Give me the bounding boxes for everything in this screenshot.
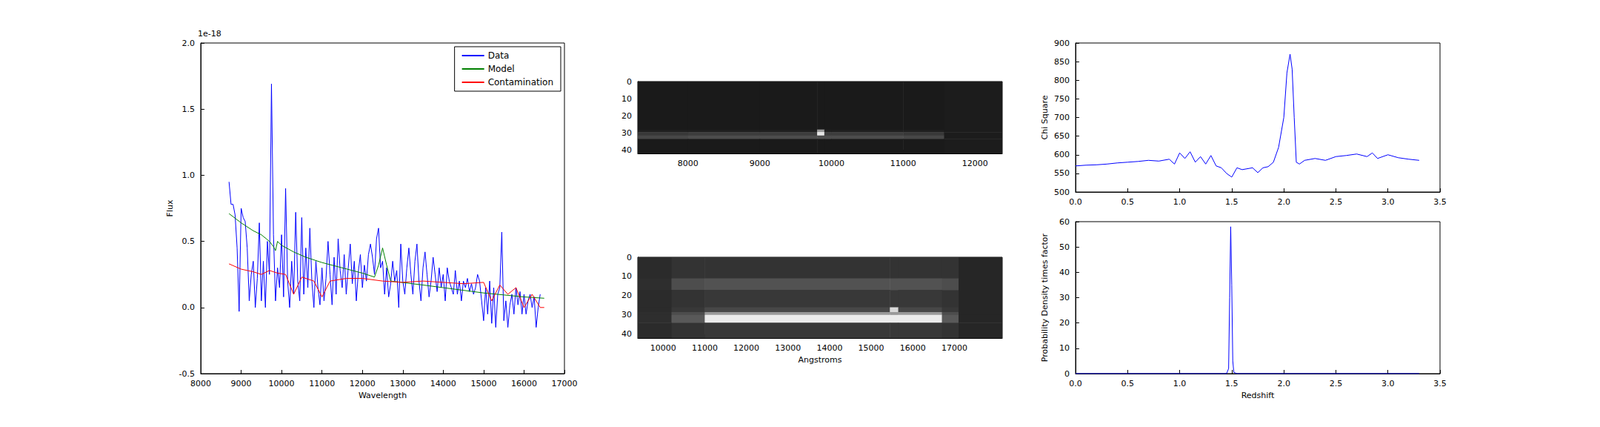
svg-text:600: 600 [1054,149,1070,160]
svg-text:2.5: 2.5 [1329,197,1343,207]
svg-text:0.5: 0.5 [1121,378,1135,389]
svg-text:2.0: 2.0 [1277,378,1291,389]
svg-text:11000: 11000 [890,158,917,169]
svg-text:3.5: 3.5 [1433,378,1447,389]
svg-text:9000: 9000 [231,378,252,389]
svg-text:8000: 8000 [677,158,699,169]
svg-text:1.5: 1.5 [182,104,196,115]
svg-text:10: 10 [621,271,632,281]
svg-text:1.0: 1.0 [1173,197,1187,207]
svg-text:12000: 12000 [733,342,760,353]
svg-text:-0.5: -0.5 [179,368,195,379]
svg-text:10000: 10000 [268,378,295,389]
svg-text:Model: Model [488,63,515,75]
svg-text:2.0: 2.0 [1277,197,1291,207]
svg-text:Data: Data [488,50,510,61]
svg-text:50: 50 [1059,242,1070,252]
svg-text:0.5: 0.5 [1121,197,1135,207]
svg-text:30: 30 [621,309,632,320]
svg-text:1.5: 1.5 [1225,378,1239,389]
svg-text:10: 10 [621,94,632,104]
svg-text:900: 900 [1054,38,1070,49]
svg-text:12000: 12000 [962,158,989,169]
svg-text:13000: 13000 [389,378,416,389]
svg-text:2.0: 2.0 [182,38,196,49]
svg-text:0: 0 [626,252,632,263]
svg-text:30: 30 [1059,292,1070,303]
svg-text:17000: 17000 [551,378,578,389]
svg-text:60: 60 [1059,217,1070,227]
svg-text:15000: 15000 [858,342,885,353]
svg-text:10000: 10000 [650,342,677,353]
svg-text:20: 20 [621,111,632,121]
svg-text:14000: 14000 [816,342,843,353]
svg-text:11000: 11000 [308,378,335,389]
svg-text:10000: 10000 [818,158,845,169]
svg-text:1.0: 1.0 [1173,378,1187,389]
svg-text:0.0: 0.0 [1068,197,1083,207]
svg-text:850: 850 [1054,57,1070,67]
svg-text:700: 700 [1054,112,1070,123]
svg-text:40: 40 [1059,267,1070,278]
svg-text:Probability Density times fact: Probability Density times factor [1040,232,1050,362]
svg-text:14000: 14000 [430,378,457,389]
svg-text:13000: 13000 [774,342,801,353]
svg-text:500: 500 [1054,187,1070,198]
svg-text:800: 800 [1054,75,1070,86]
svg-text:8000: 8000 [190,378,212,389]
svg-text:1.0: 1.0 [182,170,196,180]
svg-text:1.5: 1.5 [1225,197,1239,207]
svg-text:0.5: 0.5 [182,236,196,246]
svg-text:0.0: 0.0 [1068,378,1083,389]
svg-text:Redshift: Redshift [1241,390,1275,400]
svg-text:16000: 16000 [511,378,538,389]
svg-text:3.0: 3.0 [1381,378,1395,389]
svg-text:Wavelength: Wavelength [358,390,407,400]
svg-text:17000: 17000 [941,342,968,353]
svg-text:20: 20 [1059,317,1070,328]
svg-text:1e-18: 1e-18 [197,28,222,39]
svg-text:550: 550 [1054,168,1070,178]
svg-text:40: 40 [621,328,632,339]
svg-text:15000: 15000 [470,378,497,389]
svg-text:0: 0 [1064,368,1070,379]
svg-text:Angstroms: Angstroms [798,354,843,365]
svg-text:40: 40 [621,145,632,155]
svg-text:750: 750 [1054,94,1070,104]
svg-text:9000: 9000 [749,158,771,169]
svg-text:2.5: 2.5 [1329,378,1343,389]
svg-text:10: 10 [1059,342,1070,353]
svg-text:Chi Square: Chi Square [1040,94,1050,140]
svg-text:12000: 12000 [349,378,376,389]
svg-text:Flux: Flux [165,199,175,217]
svg-text:3.5: 3.5 [1433,197,1447,207]
svg-text:11000: 11000 [691,342,718,353]
svg-text:16000: 16000 [900,342,926,353]
svg-text:30: 30 [621,128,632,138]
svg-text:0.0: 0.0 [182,302,196,312]
svg-text:650: 650 [1054,131,1070,141]
svg-text:3.0: 3.0 [1381,197,1395,207]
svg-text:0: 0 [626,77,632,87]
svg-text:Contamination: Contamination [488,77,554,88]
svg-text:20: 20 [621,290,632,300]
